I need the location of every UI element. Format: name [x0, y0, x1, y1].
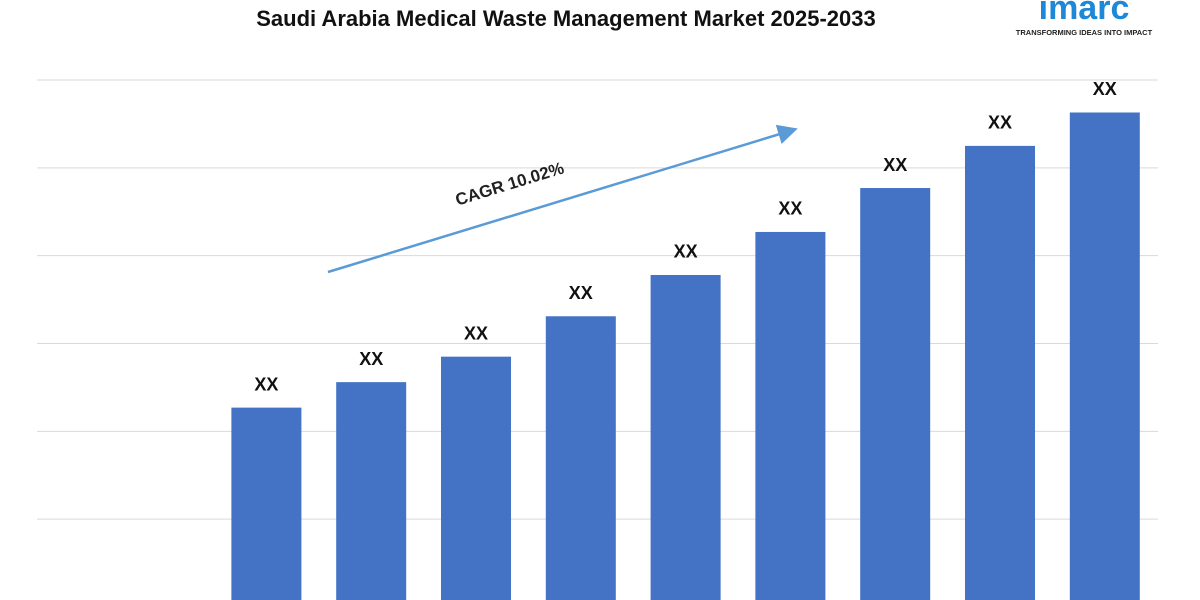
bar: [1069, 112, 1140, 600]
value-label: XX: [674, 242, 698, 262]
value-label: XX: [359, 349, 383, 369]
bar: [441, 356, 511, 600]
bar: [545, 316, 616, 600]
bar: [336, 382, 407, 600]
bar: [860, 188, 931, 600]
logo-name: imarc: [1039, 0, 1130, 27]
bar: [650, 274, 721, 600]
cagr-arrow: [327, 124, 798, 274]
bar: [231, 407, 302, 600]
value-label: XX: [883, 155, 907, 175]
bar: [755, 231, 826, 600]
chart-title: Saudi Arabia Medical Waste Management Ma…: [256, 6, 876, 31]
value-label: XX: [464, 323, 488, 343]
value-label: XX: [254, 374, 278, 394]
value-label: XX: [778, 199, 802, 219]
logo-tagline: TRANSFORMING IDEAS INTO IMPACT: [1016, 28, 1153, 37]
cagr-annotation: CAGR 10.02%: [453, 159, 566, 210]
value-label: XX: [1093, 79, 1117, 99]
value-label: XX: [569, 283, 593, 303]
bar: [965, 145, 1035, 600]
value-label: XX: [988, 113, 1012, 133]
